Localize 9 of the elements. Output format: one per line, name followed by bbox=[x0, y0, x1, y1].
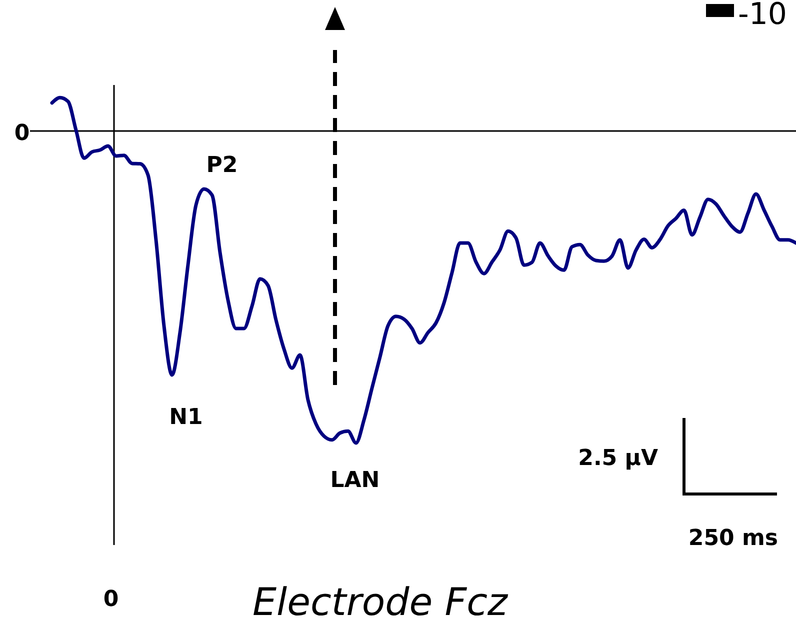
text: 250 ms bbox=[688, 526, 778, 551]
text: Electrode Fcz bbox=[252, 580, 508, 621]
annotation: N1 bbox=[169, 405, 203, 430]
text: LAN bbox=[330, 468, 380, 493]
text: -10 bbox=[738, 0, 787, 32]
text: 2.5 µV bbox=[578, 446, 658, 471]
annotation: P2 bbox=[206, 153, 238, 178]
text: 0 bbox=[14, 121, 30, 146]
text: 0 bbox=[103, 587, 119, 612]
